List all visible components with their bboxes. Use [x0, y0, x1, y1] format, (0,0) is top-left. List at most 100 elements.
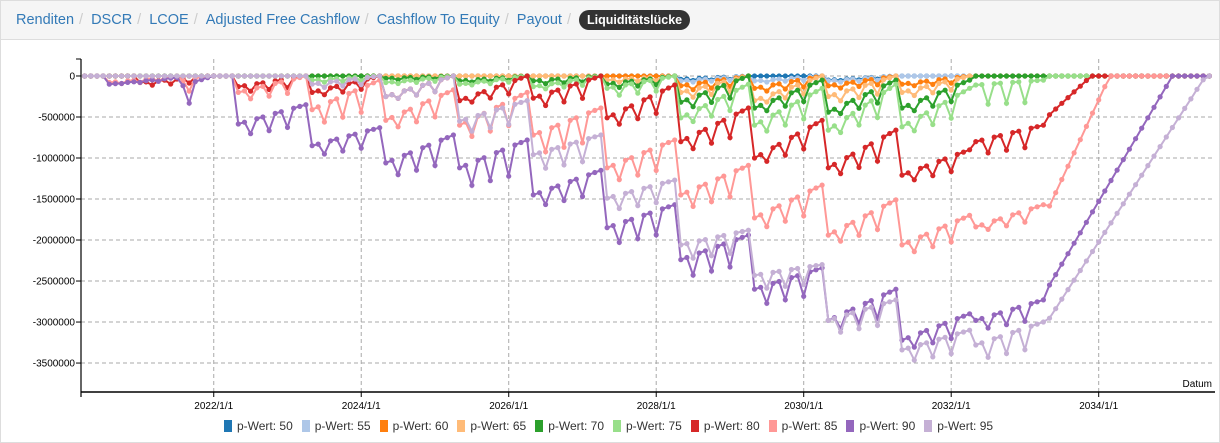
data-point — [850, 97, 856, 103]
data-point — [518, 75, 524, 81]
legend-item-p80[interactable]: p-Wert: 80 — [690, 419, 760, 433]
data-point — [1151, 104, 1157, 110]
series-85-group — [82, 73, 1212, 255]
data-point — [942, 320, 948, 326]
data-point — [598, 167, 604, 173]
data-point — [549, 89, 555, 95]
data-point — [936, 73, 942, 79]
breadcrumb-link-adjusted-free-cashflow[interactable]: Adjusted Free Cashflow — [205, 12, 360, 28]
data-point — [260, 73, 266, 79]
data-point — [715, 243, 721, 249]
breadcrumb-link-renditen[interactable]: Renditen — [16, 12, 75, 28]
data-point — [985, 354, 991, 360]
legend-label: p-Wert: 90 — [859, 419, 916, 433]
data-point — [727, 107, 733, 114]
data-point — [340, 78, 346, 84]
data-point — [450, 73, 456, 79]
data-point — [807, 77, 813, 84]
legend-item-p70[interactable]: p-Wert: 70 — [535, 419, 604, 433]
data-point — [395, 80, 401, 87]
data-point — [893, 297, 899, 303]
data-point — [1139, 73, 1145, 79]
data-point — [764, 128, 770, 134]
data-point — [536, 93, 543, 99]
data-point — [1083, 73, 1089, 79]
data-point — [610, 223, 616, 229]
data-point — [530, 84, 536, 90]
data-point — [881, 203, 887, 209]
data-point — [1163, 73, 1169, 79]
data-point — [751, 286, 758, 292]
data-point — [1157, 144, 1163, 150]
legend-swatch — [379, 420, 388, 432]
data-point — [684, 112, 690, 118]
data-point — [573, 176, 579, 182]
data-point — [825, 165, 831, 171]
data-point — [248, 96, 254, 102]
data-point — [192, 79, 198, 85]
data-point — [911, 83, 917, 89]
legend-item-p60[interactable]: p-Wert: 60 — [379, 419, 448, 433]
data-point — [985, 101, 991, 107]
breadcrumb-active-liquiditaetsluecke[interactable]: Liquiditätslücke — [578, 10, 691, 30]
data-point — [708, 253, 715, 259]
legend-item-p95[interactable]: p-Wert: 95 — [924, 419, 993, 433]
data-point — [549, 146, 555, 152]
legend-item-p75[interactable]: p-Wert: 75 — [613, 419, 682, 433]
legend-item-p90[interactable]: p-Wert: 90 — [846, 419, 915, 433]
data-point — [708, 78, 715, 84]
data-point — [358, 86, 364, 92]
breadcrumb-link-dscr[interactable]: DSCR — [91, 12, 133, 28]
data-point — [500, 147, 506, 153]
data-point — [745, 227, 752, 233]
data-point — [659, 180, 666, 186]
breadcrumb-link-cashflow-to-equity[interactable]: Cashflow To Equity — [376, 12, 500, 28]
data-point — [764, 88, 770, 94]
data-point — [604, 195, 610, 201]
legend-item-p85[interactable]: p-Wert: 85 — [768, 419, 837, 433]
legend-item-p65[interactable]: p-Wert: 65 — [457, 419, 526, 433]
data-point — [672, 82, 678, 88]
data-point — [788, 275, 795, 281]
data-point — [1083, 77, 1089, 84]
breadcrumb-link-payout[interactable]: Payout — [516, 12, 562, 28]
data-point — [622, 157, 629, 163]
data-point — [1077, 137, 1083, 143]
data-point — [917, 342, 924, 348]
x-tick-label: 2028/1/1 — [637, 401, 676, 412]
data-point — [106, 73, 112, 79]
data-point — [930, 73, 936, 79]
data-point — [1034, 299, 1040, 305]
data-point — [1028, 78, 1034, 84]
data-point — [549, 77, 555, 83]
data-point — [1016, 128, 1022, 134]
data-point — [1071, 240, 1077, 246]
data-point — [536, 130, 543, 136]
legend-label: p-Wert: 80 — [703, 419, 760, 433]
data-point — [493, 150, 499, 156]
legend-item-p50[interactable]: p-Wert: 50 — [223, 419, 293, 433]
data-point — [653, 200, 659, 206]
data-point — [524, 137, 530, 143]
data-point — [1108, 73, 1114, 79]
data-point — [758, 73, 764, 79]
data-point — [223, 73, 229, 79]
data-point — [1003, 100, 1010, 106]
data-point — [708, 268, 715, 274]
data-point — [899, 81, 905, 87]
data-point — [1010, 73, 1016, 79]
data-point — [1010, 306, 1016, 312]
data-point — [862, 92, 868, 98]
legend-item-p55[interactable]: p-Wert: 55 — [301, 419, 371, 433]
data-point — [868, 210, 874, 216]
breadcrumb-separator: / — [79, 12, 84, 28]
data-point — [260, 80, 266, 86]
data-point — [635, 73, 641, 79]
data-point — [917, 73, 924, 79]
data-point — [401, 88, 407, 94]
data-point — [665, 74, 672, 80]
breadcrumb-link-lcoe[interactable]: LCOE — [149, 12, 189, 28]
data-point — [413, 92, 420, 98]
data-point — [825, 83, 831, 89]
data-point — [1003, 147, 1010, 153]
